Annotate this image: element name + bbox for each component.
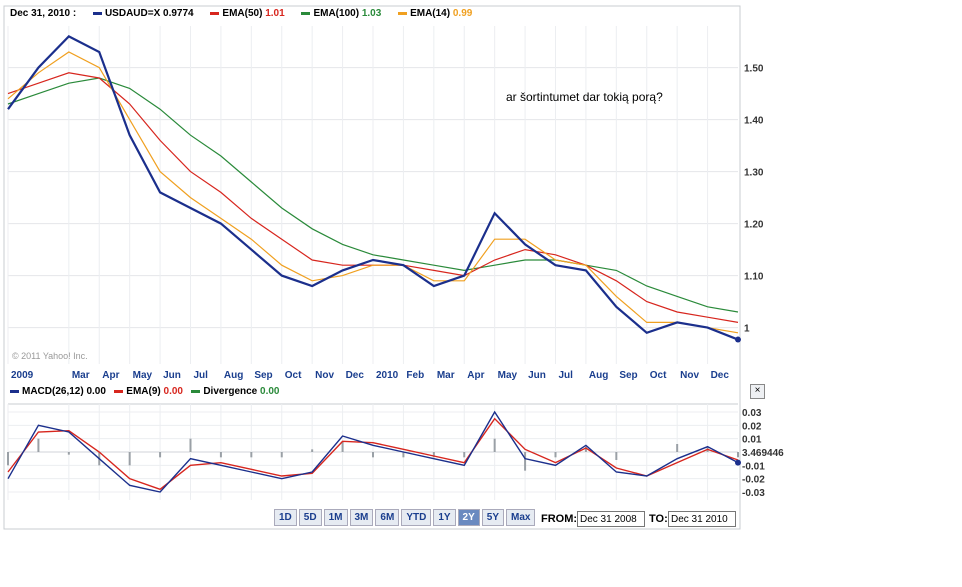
range-button-5d[interactable]: 5D	[298, 509, 322, 526]
macd-tick-label: -0.01	[742, 461, 765, 472]
annotation-text: ar šortintumet dar tokią porą?	[506, 90, 663, 104]
x-tick-label: Nov	[680, 370, 699, 381]
to-label: TO:	[649, 513, 668, 525]
to-date-input[interactable]	[668, 511, 736, 527]
legend-ema100: EMA(100) 1.03	[301, 8, 381, 19]
macd-tick-label: 0.01	[742, 435, 762, 446]
macd-tick-label: -0.03	[742, 488, 765, 499]
x-tick-label: May	[133, 370, 153, 381]
x-tick-label: Aug	[589, 370, 608, 381]
macd-legend: MACD(26,12) 0.00 EMA(9) 0.00 Divergence …	[10, 386, 280, 397]
range-button-max[interactable]: Max	[506, 509, 536, 526]
x-axis: 2009 Mar Apr May Jun Jul Aug Sep Oct Nov Dec 2010 Fe…	[11, 370, 729, 381]
price-y-axis: 1 1.10 1.20 1.30 1.40 1.50	[744, 64, 764, 335]
x-tick-label: Sep	[254, 370, 272, 381]
x-tick-label: 2009	[11, 370, 34, 381]
price-tick-label: 1.40	[744, 116, 764, 127]
series-USDAUD=X	[7, 35, 739, 341]
x-tick-label: 2010	[376, 370, 399, 381]
price-tick-label: 1.50	[744, 64, 764, 75]
x-tick-label: Oct	[650, 370, 667, 381]
price-lines	[7, 35, 741, 343]
from-label: FROM:	[541, 513, 578, 525]
legend-divergence: Divergence 0.00	[191, 386, 280, 397]
legend-macd: MACD(26,12) 0.00	[10, 386, 106, 397]
range-button-2y[interactable]: 2Y	[457, 509, 480, 526]
x-tick-label: May	[498, 370, 518, 381]
x-tick-label: Mar	[437, 370, 455, 381]
x-tick-label: Apr	[102, 370, 119, 381]
divergence-bars	[7, 438, 739, 471]
price-tick-label: 1.30	[744, 168, 764, 179]
legend-ema9: EMA(9) 0.00	[114, 386, 183, 397]
x-tick-label: Oct	[285, 370, 302, 381]
x-tick-label: Aug	[224, 370, 243, 381]
x-tick-label: Apr	[467, 370, 484, 381]
macd-tick-label: -0.02	[742, 475, 765, 486]
x-tick-label: Jul	[194, 370, 209, 381]
legend-symbol: USDAUD=X 0.9774	[92, 8, 194, 19]
chart-frame	[3, 5, 741, 530]
from-date-input[interactable]	[577, 511, 645, 527]
last-price-marker	[735, 336, 741, 343]
x-tick-label: Jul	[559, 370, 574, 381]
x-tick-label: Feb	[406, 370, 424, 381]
last-macd-marker	[735, 459, 741, 466]
legend-date: Dec 31, 2010 :	[10, 8, 77, 19]
x-tick-label: Jun	[528, 370, 546, 381]
macd-zero-label: 3.469446	[742, 448, 784, 459]
copyright-watermark: © 2011 Yahoo! Inc.	[12, 351, 88, 361]
macd-tick-label: 0.02	[742, 421, 762, 432]
legend-ema14: EMA(14) 0.99	[398, 8, 472, 19]
series-EMA(100)	[7, 77, 739, 313]
range-button-ytd[interactable]: YTD	[401, 509, 432, 526]
x-tick-label: Jun	[163, 370, 181, 381]
close-indicator-button[interactable]: ×	[750, 384, 765, 399]
price-tick-label: 1.10	[744, 272, 764, 283]
x-tick-label: Dec	[711, 370, 730, 381]
range-button-1d[interactable]: 1D	[274, 509, 297, 526]
range-button-6m[interactable]: 6M	[375, 509, 400, 526]
range-button-1y[interactable]: 1Y	[433, 509, 456, 526]
macd-y-axis: 0.03 0.02 0.01 -0.01 -0.02 -0.03 3.469446	[742, 408, 784, 499]
series-EMA(14)	[7, 51, 739, 334]
price-legend: Dec 31, 2010 : USDAUD=X 0.9774 EMA(50) 1…	[10, 8, 486, 19]
x-tick-label: Dec	[346, 370, 365, 381]
price-grid	[7, 26, 738, 364]
range-button-1m[interactable]: 1M	[323, 509, 348, 526]
macd-tick-label: 0.03	[742, 408, 762, 419]
range-button-3m[interactable]: 3M	[349, 509, 374, 526]
range-button-5y[interactable]: 5Y	[481, 509, 505, 526]
x-tick-label: Nov	[315, 370, 334, 381]
range-selector: 1D 5D 1M 3M 6M YTD 1Y 2Y 5Y Max	[274, 509, 536, 526]
x-tick-label: Mar	[72, 370, 90, 381]
price-tick-label: 1.20	[744, 220, 764, 231]
series-EMA(9)	[7, 417, 739, 491]
macd-lines	[7, 410, 741, 493]
legend-ema50: EMA(50) 1.01	[210, 8, 285, 19]
x-tick-label: Sep	[619, 370, 637, 381]
price-tick-label: 1	[744, 324, 750, 335]
series-MACD(26,12)	[7, 410, 739, 493]
